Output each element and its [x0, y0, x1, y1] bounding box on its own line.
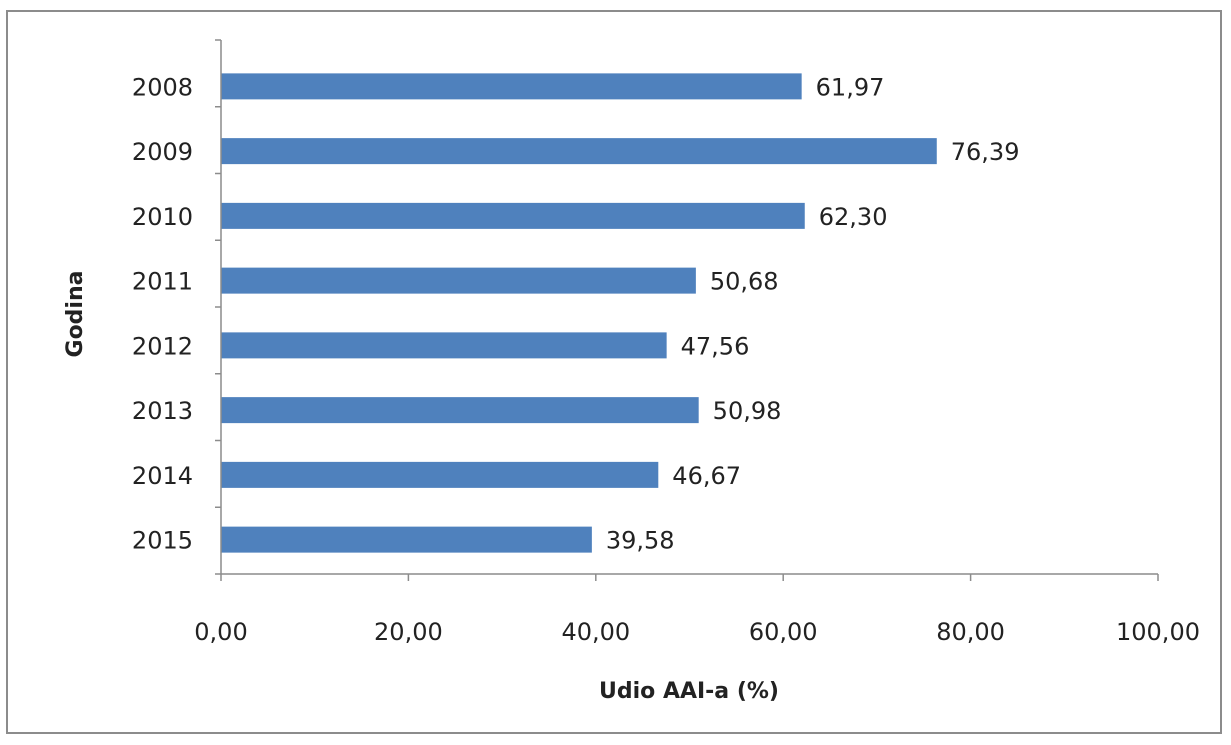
data-label-2011: 50,68	[710, 268, 779, 296]
data-label-2010: 62,30	[819, 203, 888, 231]
y-tick-label-2009: 2009	[132, 138, 193, 166]
y-tick-label-2013: 2013	[132, 397, 193, 425]
data-label-2009: 76,39	[951, 138, 1020, 166]
x-tick-label: 0,00	[194, 618, 247, 646]
bar-2009	[221, 138, 937, 165]
data-label-2014: 46,67	[672, 462, 741, 490]
data-label-2013: 50,98	[713, 397, 782, 425]
data-label-2008: 61,97	[816, 73, 885, 101]
data-label-2012: 47,56	[681, 332, 750, 360]
bar-2011	[221, 267, 696, 294]
bar-2014	[221, 461, 659, 488]
bar-2015	[221, 526, 592, 553]
bars-layer: 2008 61,97 2009 76,39 2010 62,30 2011 50,68 2012…	[132, 73, 1020, 555]
bar-2013	[221, 397, 699, 424]
data-label-2015: 39,58	[606, 527, 675, 555]
chart-frame	[6, 10, 1222, 734]
y-tick-label-2010: 2010	[132, 203, 193, 231]
y-tick-label-2011: 2011	[132, 268, 193, 296]
y-axis-title: Godina	[63, 271, 88, 358]
y-tick-label-2015: 2015	[132, 527, 193, 555]
x-tick-label: 40,00	[561, 618, 630, 646]
y-tick-label-2012: 2012	[132, 332, 193, 360]
x-tick-label: 80,00	[936, 618, 1005, 646]
x-tick-label: 60,00	[749, 618, 818, 646]
bar-2008	[221, 73, 802, 100]
bar-2012	[221, 332, 667, 359]
x-tick-label: 100,00	[1116, 618, 1200, 646]
bar-2010	[221, 202, 805, 229]
axes-layer: 0,00 20,00 40,00 60,00 80,00 100,00	[194, 39, 1200, 646]
x-tick-label: 20,00	[374, 618, 443, 646]
x-axis-title: Udio AAI-a (%)	[599, 679, 779, 704]
y-tick-label-2014: 2014	[132, 462, 193, 490]
y-tick-label-2008: 2008	[132, 73, 193, 101]
